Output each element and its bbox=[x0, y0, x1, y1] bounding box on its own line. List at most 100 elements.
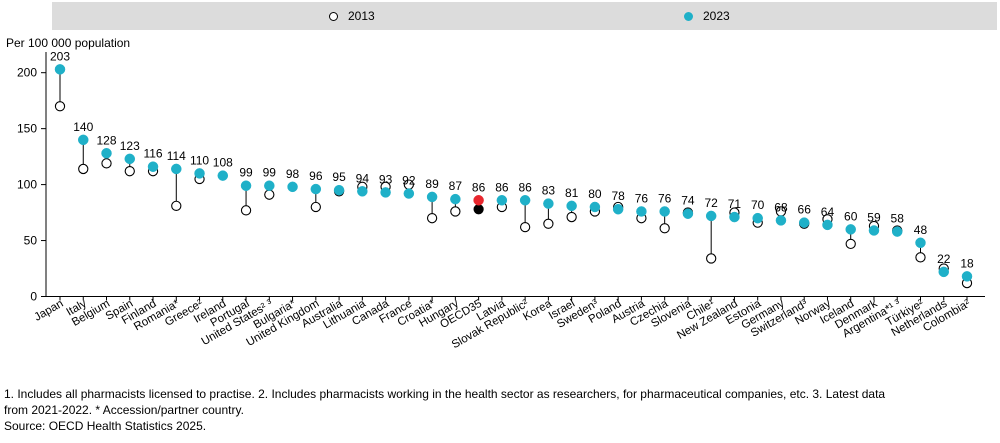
point-2023 bbox=[147, 161, 159, 172]
point-2023 bbox=[752, 212, 763, 224]
point-2013 bbox=[845, 238, 856, 250]
point-2023 bbox=[124, 153, 136, 165]
point-2013 bbox=[915, 252, 926, 263]
point-2023-highlight bbox=[473, 195, 484, 206]
legend-label-2013: 2013 bbox=[348, 9, 375, 23]
point-2023 bbox=[705, 210, 717, 222]
point-2013 bbox=[310, 201, 321, 213]
data-label: 80 bbox=[588, 187, 602, 201]
point-2023 bbox=[775, 215, 787, 226]
point-2023 bbox=[217, 170, 229, 181]
data-label: 95 bbox=[332, 170, 346, 184]
point-2023 bbox=[78, 134, 89, 146]
point-2023 bbox=[798, 217, 810, 228]
point-2013 bbox=[101, 158, 112, 169]
data-label: 92 bbox=[402, 174, 416, 188]
point-2013 bbox=[54, 101, 66, 112]
data-label: 86 bbox=[518, 180, 532, 194]
data-label: 110 bbox=[190, 153, 209, 167]
data-label: 66 bbox=[798, 203, 812, 217]
data-label: 93 bbox=[379, 172, 393, 186]
data-label: 60 bbox=[844, 209, 858, 223]
x-tick-label: Japan bbox=[32, 298, 65, 324]
point-2023 bbox=[101, 148, 112, 159]
point-2023 bbox=[240, 180, 252, 191]
point-2023 bbox=[333, 184, 345, 196]
point-2023 bbox=[357, 186, 368, 197]
data-label: 108 bbox=[213, 156, 233, 170]
y-tick-label: 100 bbox=[17, 178, 37, 192]
footnote-line-1: 1. Includes all pharmacists licensed to … bbox=[4, 387, 886, 401]
data-label: 114 bbox=[167, 149, 186, 163]
data-label: 83 bbox=[542, 184, 556, 198]
data-label: 87 bbox=[449, 179, 463, 193]
data-label: 18 bbox=[960, 256, 974, 270]
point-2023 bbox=[682, 208, 694, 219]
data-label: 59 bbox=[867, 210, 881, 224]
y-tick-label: 50 bbox=[24, 234, 38, 248]
point-2023 bbox=[938, 266, 949, 278]
data-label: 81 bbox=[565, 186, 579, 200]
data-label: 128 bbox=[96, 133, 116, 147]
point-2023 bbox=[589, 201, 601, 213]
data-label: 68 bbox=[774, 200, 788, 214]
y-tick-label: 150 bbox=[17, 122, 37, 136]
point-2023 bbox=[566, 200, 577, 212]
point-2023 bbox=[426, 191, 438, 203]
y-tick-label: 200 bbox=[17, 66, 37, 80]
point-2023 bbox=[612, 203, 624, 215]
point-2023 bbox=[403, 188, 415, 199]
point-2023 bbox=[496, 195, 508, 206]
data-label: 22 bbox=[937, 252, 951, 266]
data-label: 116 bbox=[143, 147, 162, 161]
data-label: 99 bbox=[263, 166, 277, 180]
data-label: 99 bbox=[239, 166, 253, 180]
chart-notes: 1. Includes all pharmacists licensed to … bbox=[4, 386, 999, 434]
point-2023 bbox=[961, 271, 973, 282]
point-2023 bbox=[891, 226, 903, 237]
data-label: 98 bbox=[286, 167, 300, 181]
data-label: 203 bbox=[50, 49, 70, 63]
point-2023 bbox=[310, 183, 322, 195]
point-2023 bbox=[264, 180, 275, 191]
legend: 2013 2023 bbox=[52, 2, 997, 30]
data-label: 70 bbox=[751, 198, 765, 212]
legend-marker-2023 bbox=[684, 11, 693, 21]
point-2023 bbox=[845, 224, 856, 235]
data-label: 64 bbox=[821, 205, 835, 219]
legend-label-2023: 2023 bbox=[703, 9, 730, 23]
data-label: 140 bbox=[73, 120, 93, 134]
point-2023 bbox=[171, 163, 182, 175]
legend-marker-2013 bbox=[329, 11, 338, 21]
y-tick-label: 0 bbox=[30, 290, 37, 304]
point-2023 bbox=[380, 187, 391, 198]
legend-item-2023: 2023 bbox=[684, 2, 730, 30]
point-2013 bbox=[124, 166, 135, 177]
data-label: 86 bbox=[495, 180, 509, 194]
source-note: Source: OECD Health Statistics 2025. bbox=[4, 419, 207, 433]
point-2023 bbox=[519, 195, 531, 206]
data-label: 123 bbox=[120, 139, 140, 153]
point-2013 bbox=[519, 221, 531, 233]
data-label: 76 bbox=[635, 191, 649, 205]
point-2023 bbox=[868, 225, 880, 236]
data-label: 71 bbox=[728, 197, 742, 211]
chart-canvas: Per 100 000 population 0 50 100 150 200 Japan 2… bbox=[6, 36, 985, 351]
data-label: 86 bbox=[472, 180, 486, 194]
point-2013-highlight bbox=[473, 204, 484, 215]
point-2013 bbox=[426, 213, 438, 224]
point-2023 bbox=[729, 211, 740, 223]
point-2013 bbox=[240, 205, 252, 216]
data-label: 94 bbox=[356, 171, 370, 185]
data-label: 58 bbox=[891, 212, 905, 226]
point-2013 bbox=[659, 223, 670, 234]
data-label: 74 bbox=[681, 194, 695, 208]
point-2023 bbox=[54, 64, 66, 75]
data-label: 96 bbox=[309, 169, 323, 183]
point-2013 bbox=[78, 163, 89, 175]
point-2023 bbox=[636, 206, 647, 217]
legend-item-2013: 2013 bbox=[329, 2, 375, 30]
point-2013 bbox=[264, 189, 275, 200]
point-2023 bbox=[543, 198, 554, 209]
point-2013 bbox=[543, 218, 554, 229]
